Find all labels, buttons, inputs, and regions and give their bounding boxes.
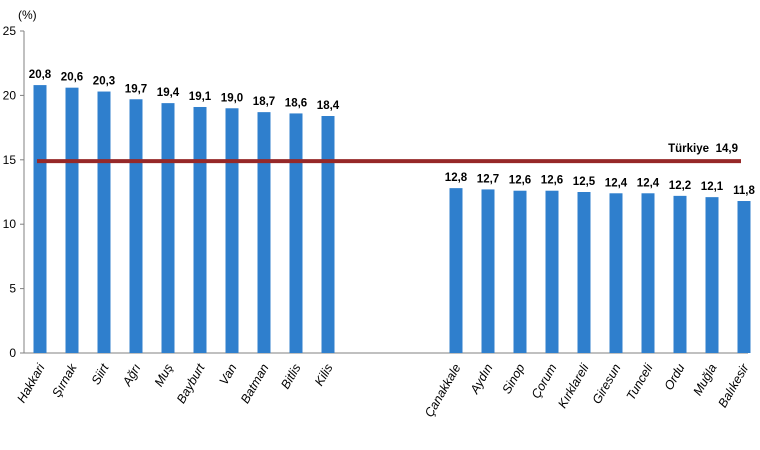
data-label: 20,3 — [93, 76, 115, 88]
x-tick-label: Çorum — [529, 362, 560, 401]
bar — [225, 108, 239, 353]
y-tick-label: 25 — [3, 24, 17, 38]
bar — [97, 91, 111, 353]
y-tick-label: 0 — [9, 346, 16, 360]
data-label: 12,8 — [445, 172, 468, 184]
bar — [321, 116, 335, 354]
x-tick-label: Tunceli — [624, 360, 656, 402]
bar — [257, 112, 271, 353]
data-label: 11,8 — [733, 185, 755, 197]
data-label: 12,6 — [541, 175, 563, 187]
data-label: 12,7 — [477, 173, 499, 185]
x-tick-label: Bitlis — [278, 362, 303, 392]
bar — [481, 189, 495, 353]
bar — [161, 103, 175, 354]
x-tick-label: Kilis — [312, 362, 336, 389]
bar — [609, 193, 623, 353]
data-label: 12,4 — [637, 177, 660, 189]
y-tick-label: 20 — [3, 88, 17, 102]
data-label: 20,8 — [29, 69, 52, 81]
bar — [705, 197, 719, 353]
y-tick-label: 5 — [9, 282, 16, 296]
bar — [33, 85, 47, 353]
bar — [545, 190, 559, 353]
data-label: 12,4 — [605, 177, 628, 189]
data-label: 19,7 — [125, 83, 147, 95]
data-label: 18,7 — [253, 96, 275, 108]
data-label: 12,5 — [573, 176, 596, 188]
reference-line-label: Türkiye — [668, 143, 709, 155]
reference-line-group: Türkiye 14,9 — [37, 143, 741, 164]
data-label: 12,2 — [669, 180, 691, 192]
x-tick-label: Çanakkale — [422, 361, 464, 419]
bar — [129, 99, 143, 353]
x-tick-label: Muğla — [690, 361, 719, 398]
bar — [641, 193, 655, 353]
y-axis: 0 5 10 15 20 25 — [3, 24, 748, 360]
data-labels: 20,8 20,6 20,3 19,7 19,4 19,1 19,0 18,7 18,6 18,4… — [29, 69, 756, 197]
bars — [33, 85, 751, 354]
x-tick-label: Sinop — [499, 361, 527, 396]
bar — [193, 106, 207, 353]
reference-line-value: 14,9 — [716, 143, 738, 155]
y-axis-unit-label: (%) — [18, 8, 37, 22]
x-tick-label: Balıkesir — [716, 361, 753, 410]
data-label: 19,0 — [221, 92, 243, 104]
data-label: 20,6 — [61, 72, 83, 84]
bar — [673, 195, 687, 353]
x-tick-label: Muş — [152, 362, 176, 389]
data-label: 18,6 — [285, 97, 307, 109]
x-tick-label: Hakkari — [14, 360, 48, 405]
y-tick-label: 15 — [3, 153, 17, 167]
bar — [289, 113, 303, 353]
data-label: 19,4 — [157, 87, 180, 99]
x-tick-label: Aydın — [467, 361, 496, 396]
bar — [513, 190, 527, 353]
x-tick-label: Bayburt — [174, 361, 208, 406]
x-tick-label: Giresun — [590, 361, 624, 406]
y-tick-label: 10 — [3, 217, 17, 231]
bar — [577, 192, 591, 353]
data-label: 12,6 — [509, 175, 531, 187]
bar — [449, 188, 463, 353]
bar — [737, 201, 751, 353]
x-tick-label: Ordu — [662, 361, 688, 392]
bar — [65, 87, 79, 353]
data-label: 18,4 — [317, 100, 340, 112]
x-tick-label: Siirt — [89, 361, 112, 387]
x-tick-label: Kırklareli — [555, 360, 592, 410]
x-tick-label: Van — [217, 361, 240, 387]
data-label: 19,1 — [189, 91, 212, 103]
x-tick-label: Şırnak — [49, 361, 80, 400]
x-tick-label: Batman — [238, 361, 272, 405]
x-tick-label: Ağrı — [120, 362, 144, 390]
data-label: 12,1 — [701, 181, 724, 193]
